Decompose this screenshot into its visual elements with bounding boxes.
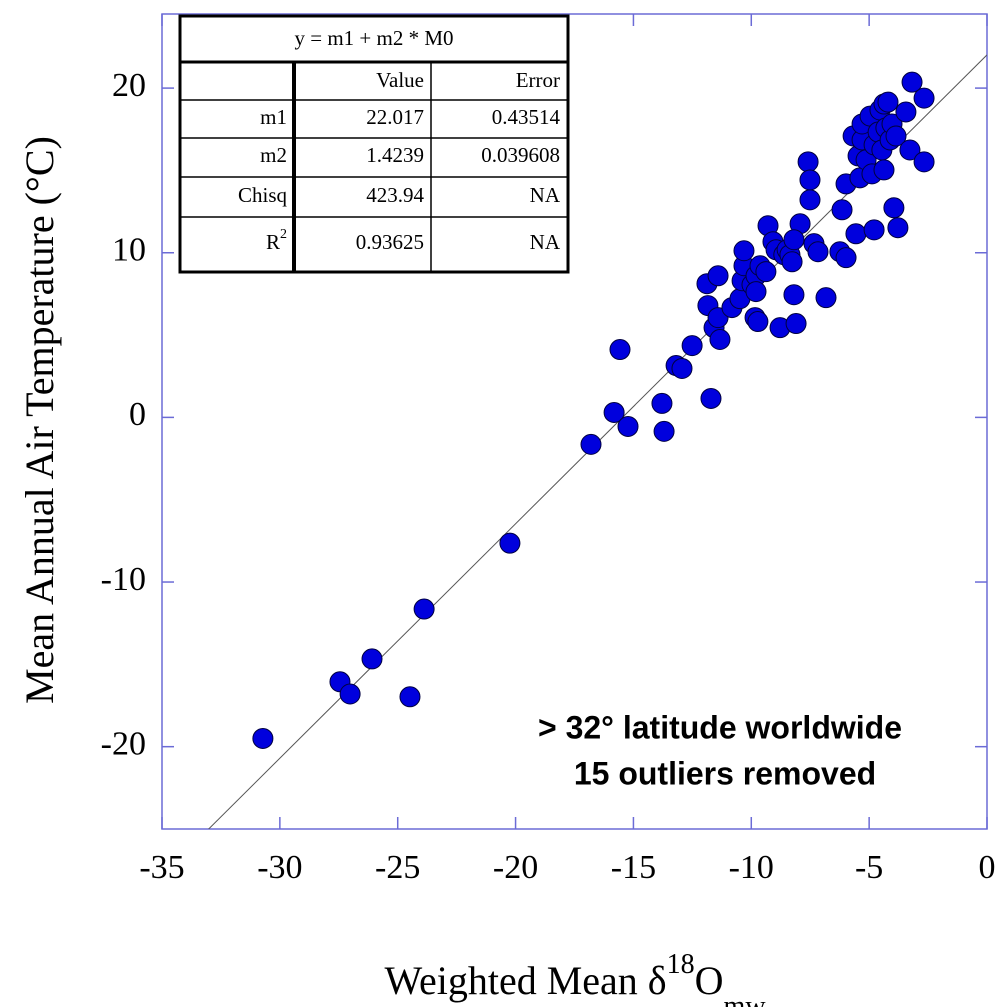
point (700, 387, 722, 409)
point (733, 240, 755, 262)
point (883, 197, 905, 219)
point (885, 125, 907, 147)
point (783, 284, 805, 306)
table-error: NA (530, 183, 561, 207)
table-title: y = m1 + m2 * M0 (294, 26, 453, 50)
label-text: m1 (260, 105, 287, 129)
label-sup: 2 (280, 227, 287, 242)
table-header: Error (516, 68, 560, 92)
y-axis-label: Mean Annual Air Temperature (°C) (17, 136, 62, 704)
point (413, 598, 435, 620)
point (887, 217, 909, 239)
x-tick-label: -20 (493, 849, 538, 886)
x-tick-label: 0 (979, 849, 996, 886)
point (361, 648, 383, 670)
point (709, 329, 731, 351)
label-text: Chisq (238, 183, 288, 207)
point (815, 287, 837, 309)
point (797, 151, 819, 173)
table-row-label: R2 (266, 227, 287, 254)
table-error: 0.039608 (481, 143, 560, 167)
x-tick-label: -15 (611, 849, 656, 886)
table-frame (178, 14, 570, 274)
point (609, 339, 631, 361)
x-tick-label: -10 (729, 849, 774, 886)
plot-frame (161, 13, 988, 830)
table-value: 0.93625 (356, 230, 424, 254)
x-tick-label: -35 (139, 849, 184, 886)
table-row-label: m1 (260, 105, 287, 129)
point (873, 159, 895, 181)
point (399, 686, 421, 708)
table-row-label: Chisq (238, 183, 288, 207)
point (653, 420, 675, 442)
point (835, 247, 857, 269)
y-tick-label: 20 (112, 67, 146, 104)
point (499, 532, 521, 554)
point (799, 189, 821, 211)
y-tick-label: 10 (112, 232, 146, 269)
table-header: Value (376, 68, 424, 92)
x-tick-label: -25 (375, 849, 420, 886)
point (617, 415, 639, 437)
y-tick-label: -20 (101, 725, 146, 762)
point (781, 251, 803, 273)
point (785, 313, 807, 335)
table-error: NA (530, 230, 561, 254)
x-label-main2: O (695, 958, 724, 1003)
point (845, 223, 867, 245)
x-tick-label: -30 (257, 849, 302, 886)
table-error: 0.43514 (492, 105, 561, 129)
point (745, 281, 767, 303)
point (895, 101, 917, 123)
point (913, 87, 935, 109)
point (252, 727, 274, 749)
point (603, 401, 625, 423)
point (580, 433, 602, 455)
point (783, 229, 805, 251)
x-axis-label: Weighted Mean δ18Omw (384, 949, 766, 1007)
point (807, 241, 829, 263)
annotation: > 32° latitude worldwide (538, 709, 902, 745)
x-label-main: Weighted Mean δ (384, 958, 666, 1003)
point (747, 311, 769, 333)
point (901, 71, 923, 93)
x-label-sup: 18 (667, 949, 695, 980)
table-row-label: m2 (260, 143, 287, 167)
y-tick-label: 0 (129, 396, 146, 433)
point (339, 683, 361, 705)
point (799, 169, 821, 191)
table-value: 1.4239 (366, 143, 424, 167)
point (831, 199, 853, 221)
x-label-sub: mw (724, 991, 767, 1007)
table-value: 22.017 (366, 105, 424, 129)
point (877, 91, 899, 113)
point (651, 392, 673, 414)
point (755, 261, 777, 283)
point (681, 335, 703, 357)
fit-table: y = m1 + m2 * M0 Value Error m1 22.017 0.4… (178, 14, 570, 274)
point (671, 357, 693, 379)
table-value: 423.94 (366, 183, 424, 207)
x-tick-label: -5 (855, 849, 883, 886)
point (863, 219, 885, 241)
annotation: 15 outliers removed (574, 755, 876, 791)
label-text: R (266, 230, 280, 254)
point (899, 139, 921, 161)
point (913, 151, 935, 173)
label-text: m2 (260, 143, 287, 167)
point (707, 265, 729, 287)
y-tick-label: -10 (101, 561, 146, 598)
